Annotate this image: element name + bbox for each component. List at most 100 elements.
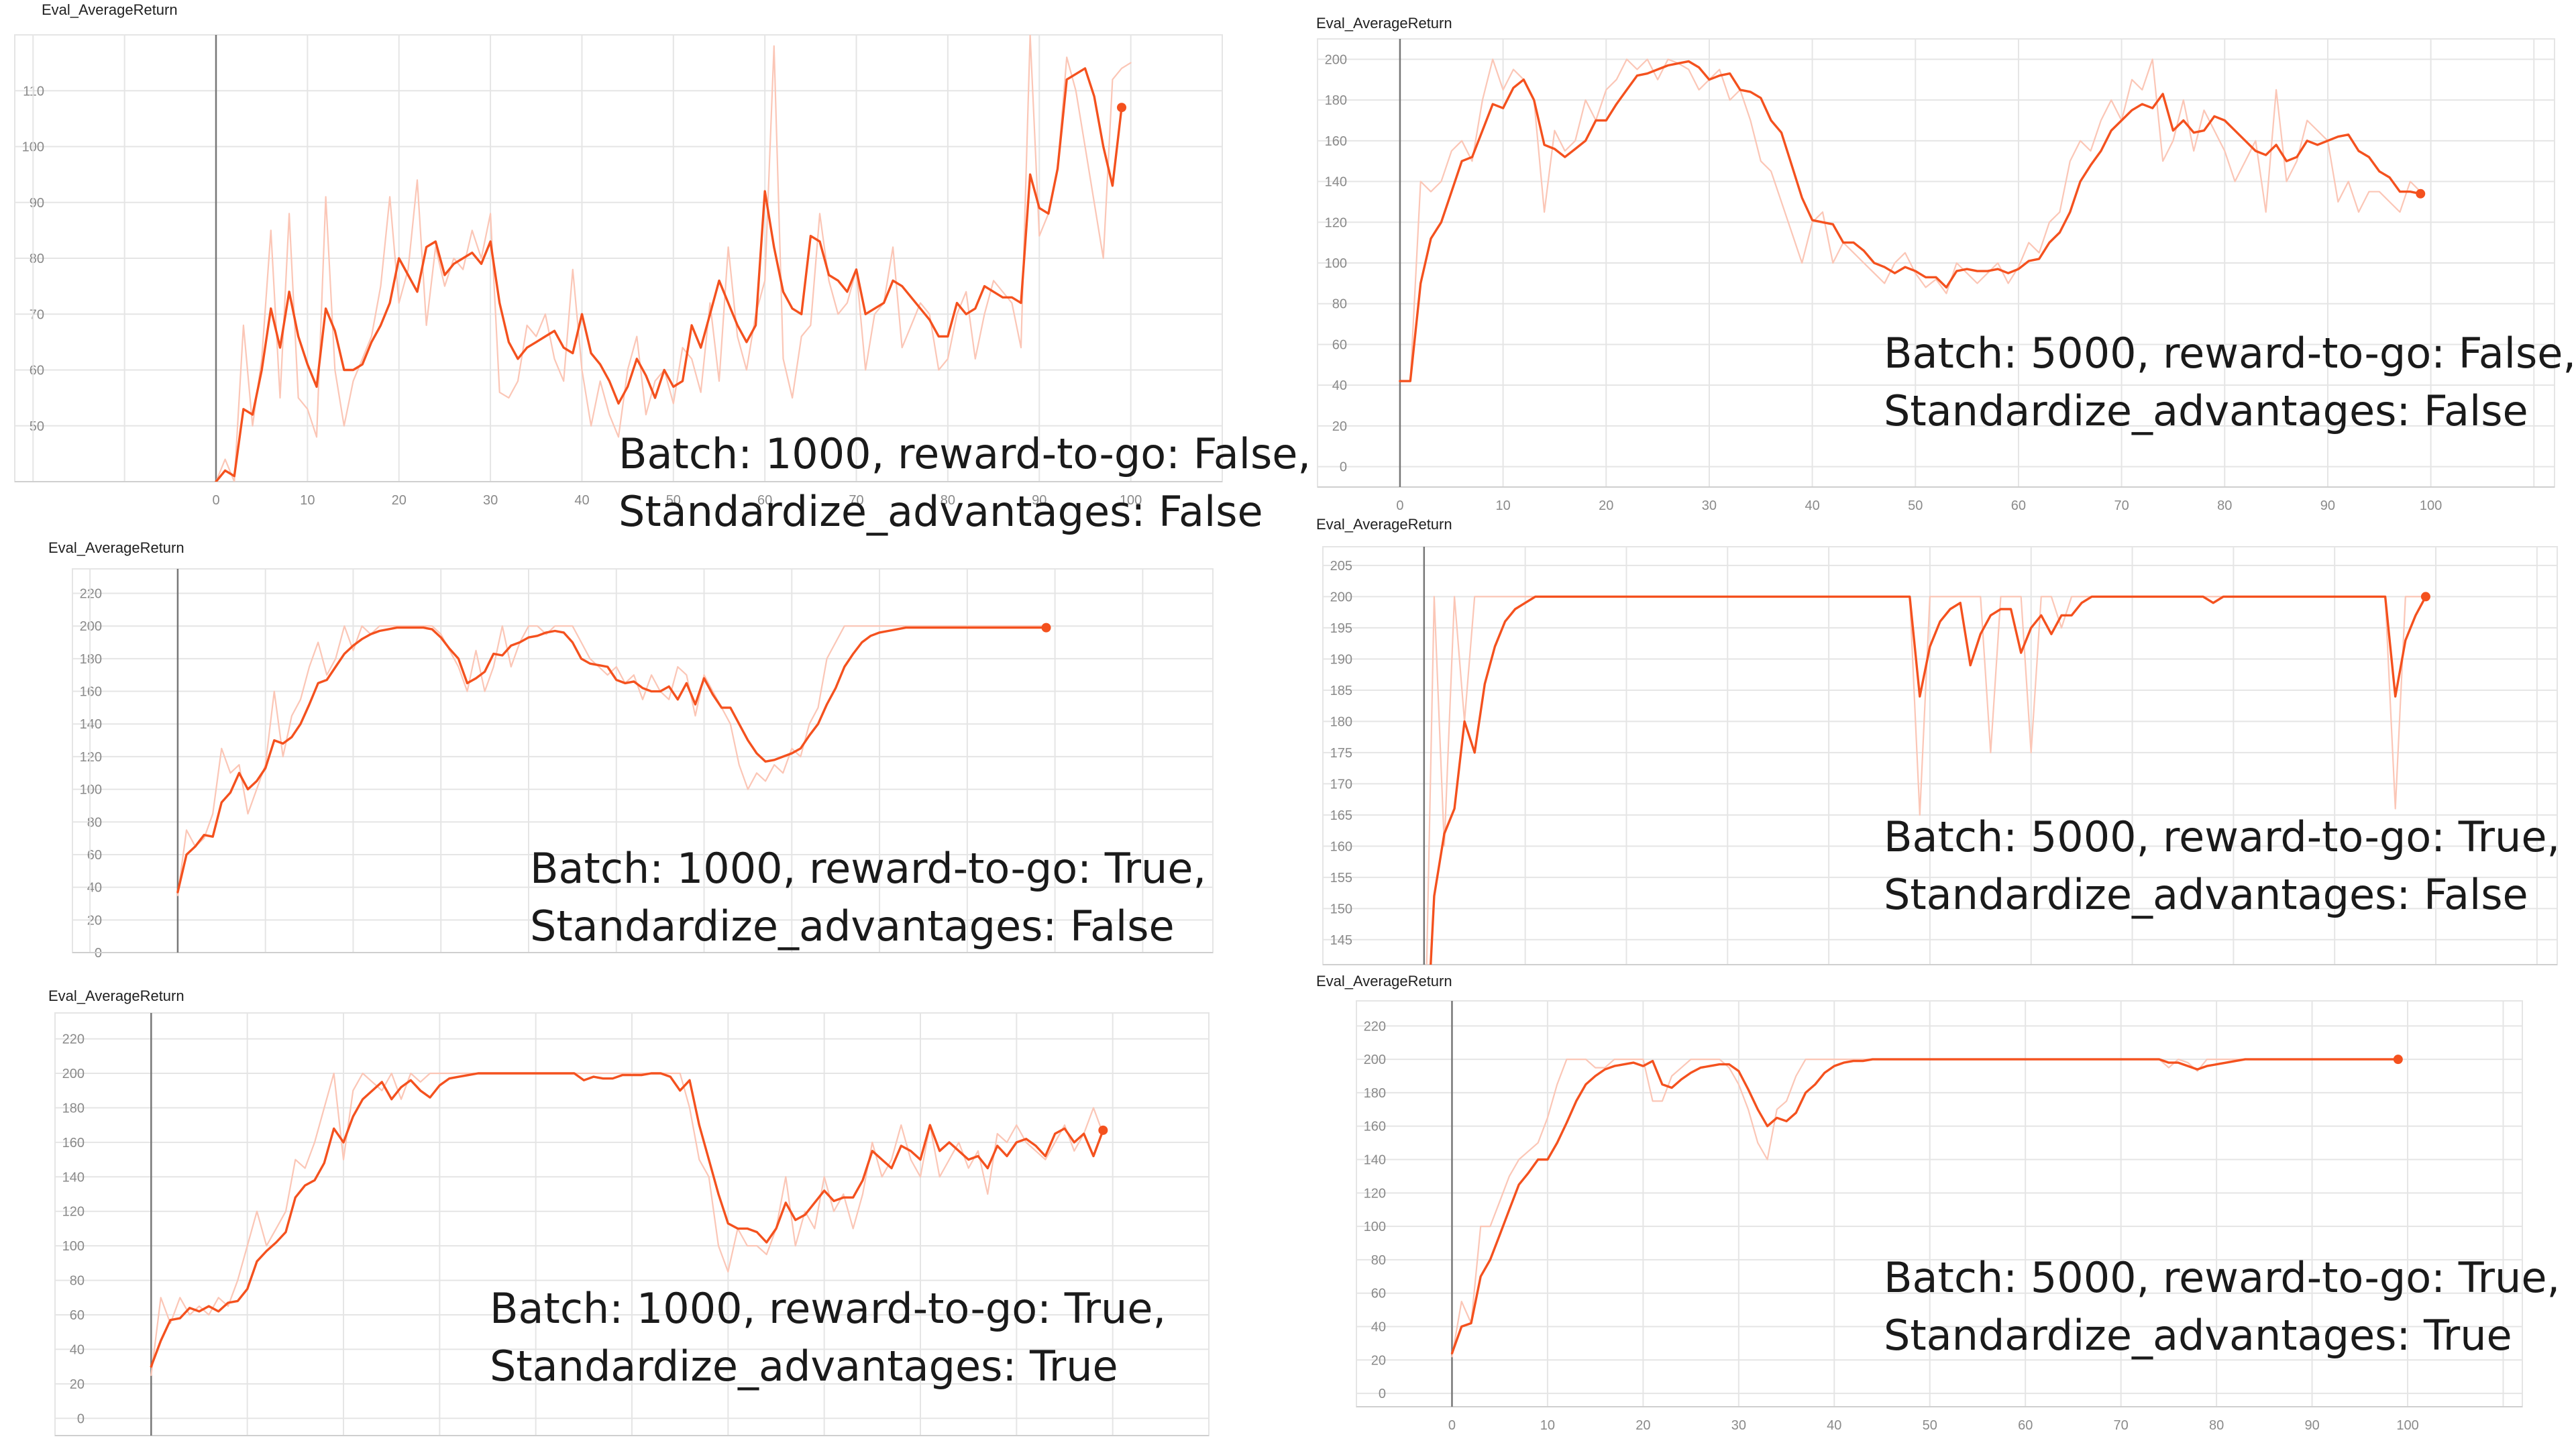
y-tick-label: 100 — [80, 783, 102, 798]
chart-panel-5000-rtg-true-std-false: Eval_AverageReturn 145 150 155 160 165 170 175 1… — [1301, 506, 2576, 969]
annotation-line: Standardize_advantages: True — [1884, 1311, 2512, 1360]
y-tick-label: 80 — [1371, 1253, 1386, 1268]
y-tick-label: 40 — [1332, 378, 1347, 393]
x-tick-label: 10 — [240, 1447, 255, 1449]
y-tick-label: 190 — [1330, 652, 1352, 667]
y-tick-label: 205 — [1330, 559, 1352, 574]
x-tick-label: 20 — [1635, 1418, 1650, 1433]
series-group — [1450, 1058, 2400, 1358]
y-tick-label: 140 — [80, 717, 102, 732]
y-tick-label: 120 — [1364, 1186, 1386, 1201]
chart-svg: 0 20 40 60 80 100 120 140 160 180 200 220 0 10 20 30 40 5… — [1356, 1000, 2523, 1433]
y-tick-label: 155 — [1330, 871, 1352, 885]
smoothed-series-line — [176, 626, 1048, 894]
y-tick-label: 160 — [62, 1136, 85, 1150]
x-tick-label: 40 — [574, 493, 589, 508]
chart-svg: 0 20 40 60 80 100 120 140 160 180 200 220 0 10 20 30 40 5… — [54, 1012, 1210, 1449]
y-tick-label: 60 — [87, 848, 102, 863]
x-tick-label: 20 — [336, 1447, 351, 1449]
smoothed-series-line — [150, 1072, 1105, 1368]
x-tick-label: 40 — [529, 1447, 543, 1449]
chart-svg: 0 20 40 60 80 100 120 140 160 180 200 0 10 20 30 40 50 60… — [1317, 38, 2555, 513]
x-tick-label: 0 — [1396, 498, 1403, 513]
run-config-annotation: Batch: 5000, reward-to-go: False, Standar… — [1884, 325, 2576, 440]
x-tick-label: 30 — [483, 493, 498, 508]
chart-svg: 145 150 155 160 165 170 175 180 185 190 195 200 205 — [1322, 546, 2558, 965]
x-tick-label: 0 — [148, 1447, 155, 1449]
y-tick-label: 170 — [1330, 777, 1352, 792]
y-tick-label: 120 — [80, 750, 102, 765]
y-tick-label: 0 — [1379, 1387, 1386, 1401]
x-tick-label: 60 — [720, 1447, 735, 1449]
x-tick-label: 60 — [2011, 498, 2026, 513]
x-tick-label: 90 — [1009, 1447, 1024, 1449]
x-tick-label: 30 — [1731, 1418, 1746, 1433]
y-tick-label: 160 — [1364, 1120, 1386, 1134]
y-tick-label: 0 — [1340, 460, 1347, 475]
y-tick-label: 220 — [62, 1032, 85, 1047]
smoothed-series-line — [215, 67, 1123, 482]
y-tick-label: 80 — [87, 815, 102, 830]
x-tick-label: 100 — [2396, 1418, 2418, 1433]
series-end-marker — [2420, 592, 2430, 602]
y-tick-label: 20 — [70, 1377, 85, 1392]
x-tick-label: 10 — [1540, 1418, 1555, 1433]
raw-series-line — [150, 1072, 1104, 1377]
chart-title: Eval_AverageReturn — [48, 539, 184, 556]
y-tick-label: 0 — [77, 1411, 85, 1426]
chart-panel-5000-rtg-true-std-true: Eval_AverageReturn 0 20 40 60 80 100 120 140 160 1… — [1301, 966, 2576, 1449]
y-tick-label: 60 — [30, 364, 44, 378]
run-config-annotation: Batch: 1000, reward-to-go: False, Standar… — [619, 425, 1311, 541]
y-tick-label: 120 — [1325, 215, 1347, 230]
x-tick-label: 70 — [849, 493, 863, 508]
y-tick-label: 180 — [80, 652, 102, 667]
y-tick-label: 200 — [1325, 52, 1347, 67]
x-tick-label: 20 — [1599, 498, 1613, 513]
annotation-line: Standardize_advantages: False — [1884, 386, 2528, 435]
smoothed-series-line — [1399, 60, 2422, 382]
series-end-marker — [1041, 623, 1051, 633]
chart-panel-5000-rtg-false-std-false: Eval_AverageReturn 0 20 40 60 80 100 120 140 160 1… — [1301, 0, 2576, 513]
x-tick-label: 10 — [300, 493, 315, 508]
x-tick-label: 80 — [2209, 1418, 2224, 1433]
x-tick-label: 70 — [817, 1447, 832, 1449]
y-tick-label: 175 — [1330, 746, 1352, 761]
series-group — [176, 625, 1048, 896]
chart-title: Eval_AverageReturn — [1316, 516, 1452, 533]
run-config-annotation: Batch: 5000, reward-to-go: True, Standard… — [1884, 808, 2560, 924]
y-tick-label: 100 — [62, 1239, 85, 1254]
raw-series-line — [1399, 58, 2422, 382]
y-tick-label: 160 — [80, 685, 102, 700]
x-tick-label: 30 — [1702, 498, 1717, 513]
x-tick-label: 50 — [1908, 498, 1923, 513]
y-tick-label: 160 — [1330, 839, 1352, 854]
y-tick-label: 160 — [1325, 134, 1347, 149]
y-tick-label: 70 — [30, 307, 44, 322]
x-tick-label: 60 — [2018, 1418, 2033, 1433]
x-tick-label: 100 — [2420, 498, 2442, 513]
x-tick-label: 30 — [432, 1447, 447, 1449]
annotation-line: Batch: 1000, reward-to-go: False, — [619, 429, 1311, 478]
raw-series-line — [215, 35, 1132, 482]
y-tick-label: 50 — [30, 419, 44, 434]
x-tick-label: 70 — [2114, 498, 2129, 513]
annotation-line: Batch: 1000, reward-to-go: True, — [490, 1284, 1167, 1333]
run-config-annotation: Batch: 1000, reward-to-go: True, Standard… — [530, 840, 1206, 955]
y-tick-label: 90 — [30, 196, 44, 211]
chart-title: Eval_AverageReturn — [1316, 15, 1452, 32]
y-tick-label: 40 — [87, 881, 102, 896]
y-tick-label: 80 — [1332, 297, 1347, 312]
series-group — [215, 35, 1132, 482]
y-tick-label: 40 — [70, 1342, 85, 1357]
x-tick-label: 60 — [757, 493, 772, 508]
y-tick-label: 100 — [1325, 256, 1347, 271]
smoothed-series-line — [1430, 595, 2427, 965]
y-tick-label: 165 — [1330, 808, 1352, 823]
x-tick-label: 100 — [1102, 1447, 1124, 1449]
y-tick-label: 180 — [1330, 714, 1352, 729]
raw-series-line — [176, 625, 1047, 896]
x-tick-label: 90 — [1032, 493, 1046, 508]
y-tick-label: 185 — [1330, 684, 1352, 698]
